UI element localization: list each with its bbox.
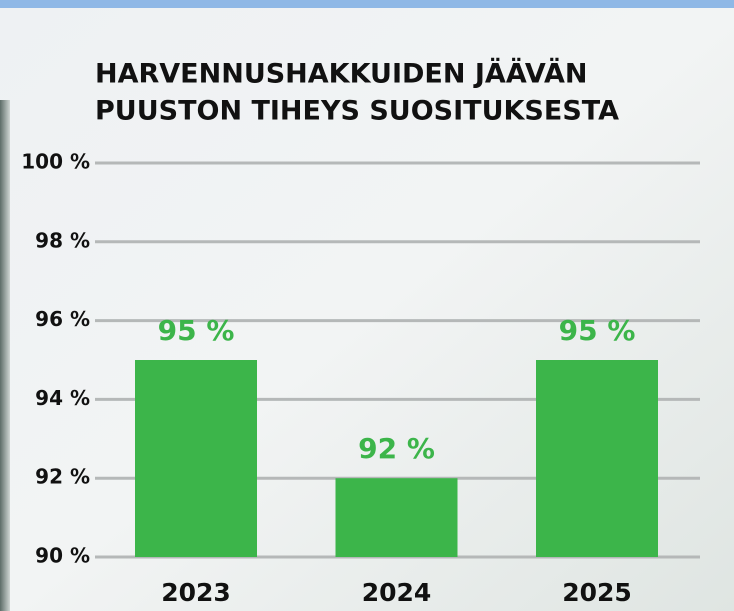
x-tick-label: 2025 [562, 578, 632, 607]
bar [536, 360, 658, 557]
bar [335, 478, 458, 557]
background-edge [0, 100, 10, 611]
x-tick-label: 2023 [161, 578, 231, 607]
chart-title: HARVENNUSHAKKUIDEN JÄÄVÄN [95, 58, 587, 90]
y-tick-label: 98 % [35, 228, 90, 252]
value-label: 95 % [158, 314, 235, 347]
value-label: 92 % [358, 432, 435, 465]
bar [135, 360, 257, 557]
y-tick-label: 90 % [35, 544, 90, 568]
y-tick-label: 94 % [35, 386, 90, 410]
value-label: 95 % [559, 314, 636, 347]
y-tick-label: 100 % [21, 150, 90, 174]
x-tick-label: 2024 [362, 578, 432, 607]
chart-title: PUUSTON TIHEYS SUOSITUKSESTA [95, 96, 619, 127]
y-tick-label: 96 % [35, 307, 90, 331]
y-tick-label: 92 % [35, 465, 90, 489]
